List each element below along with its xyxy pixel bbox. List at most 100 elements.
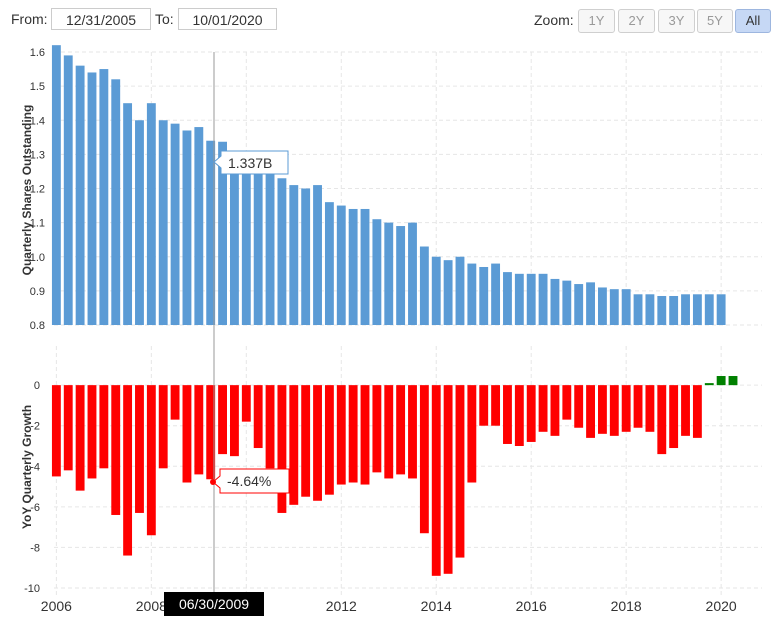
shares-bar[interactable]: [621, 289, 631, 325]
growth-bar[interactable]: [621, 385, 631, 432]
growth-bar[interactable]: [170, 385, 180, 420]
shares-bar[interactable]: [609, 289, 619, 325]
growth-bar[interactable]: [514, 385, 524, 446]
growth-bar[interactable]: [645, 385, 655, 432]
shares-bar[interactable]: [336, 205, 346, 325]
growth-bar[interactable]: [206, 385, 216, 480]
growth-bar[interactable]: [633, 385, 643, 428]
shares-bar[interactable]: [277, 178, 287, 325]
growth-bar[interactable]: [562, 385, 572, 420]
shares-bar[interactable]: [75, 65, 85, 326]
growth-bar[interactable]: [158, 385, 168, 469]
growth-bar[interactable]: [194, 385, 204, 475]
shares-bar[interactable]: [681, 294, 690, 325]
growth-bar[interactable]: [443, 385, 453, 574]
shares-bar[interactable]: [158, 120, 168, 325]
growth-bar[interactable]: [455, 385, 465, 558]
growth-bar[interactable]: [313, 385, 322, 501]
growth-bar[interactable]: [681, 385, 690, 436]
shares-bar[interactable]: [372, 219, 382, 325]
shares-bar[interactable]: [241, 154, 251, 325]
shares-bar[interactable]: [597, 287, 607, 325]
growth-bar[interactable]: [75, 385, 85, 491]
shares-bar[interactable]: [633, 294, 643, 325]
growth-bar[interactable]: [324, 385, 334, 495]
shares-bar[interactable]: [324, 202, 334, 325]
growth-bar[interactable]: [538, 385, 548, 432]
growth-bar[interactable]: [99, 385, 109, 469]
shares-bar[interactable]: [111, 79, 121, 325]
shares-bar[interactable]: [574, 284, 584, 325]
to-date-input[interactable]: 10/01/2020: [178, 8, 277, 30]
growth-bar[interactable]: [230, 385, 239, 457]
shares-bar[interactable]: [63, 55, 73, 325]
growth-bar[interactable]: [586, 385, 595, 438]
growth-bar[interactable]: [657, 385, 667, 455]
shares-bar[interactable]: [384, 222, 394, 325]
shares-bar[interactable]: [669, 295, 679, 325]
growth-bar[interactable]: [123, 385, 133, 556]
growth-bar[interactable]: [692, 385, 702, 438]
growth-bar[interactable]: [63, 385, 73, 471]
growth-bar[interactable]: [182, 385, 192, 483]
shares-bar[interactable]: [360, 208, 370, 325]
shares-bar[interactable]: [443, 260, 453, 325]
shares-bar[interactable]: [348, 208, 358, 325]
shares-bar[interactable]: [146, 103, 156, 325]
growth-bar[interactable]: [336, 385, 346, 485]
zoom-all-button[interactable]: All: [735, 9, 771, 33]
growth-bar[interactable]: [396, 385, 406, 475]
shares-bar[interactable]: [503, 272, 512, 325]
zoom-2y-button[interactable]: 2Y: [618, 9, 655, 33]
growth-bar[interactable]: [609, 385, 619, 436]
growth-bar[interactable]: [491, 385, 501, 426]
shares-bar[interactable]: [99, 69, 109, 325]
growth-bar[interactable]: [51, 385, 61, 477]
growth-bar[interactable]: [704, 383, 714, 386]
shares-bar[interactable]: [123, 103, 133, 325]
shares-bar[interactable]: [562, 280, 572, 325]
growth-bar[interactable]: [135, 385, 144, 513]
growth-bar[interactable]: [111, 385, 121, 515]
growth-bar[interactable]: [301, 385, 311, 497]
shares-bar[interactable]: [87, 72, 97, 325]
shares-bar[interactable]: [467, 263, 477, 325]
shares-bar[interactable]: [230, 154, 239, 325]
growth-bar[interactable]: [479, 385, 489, 426]
shares-bar[interactable]: [182, 130, 192, 325]
shares-bar[interactable]: [514, 273, 524, 325]
growth-bar[interactable]: [360, 385, 370, 485]
shares-bar[interactable]: [479, 266, 489, 325]
growth-bar[interactable]: [574, 385, 584, 428]
growth-bar[interactable]: [289, 385, 299, 505]
shares-bar[interactable]: [550, 278, 560, 325]
shares-bar[interactable]: [419, 246, 429, 325]
shares-bar[interactable]: [301, 188, 311, 326]
shares-bar[interactable]: [657, 295, 667, 325]
growth-bar[interactable]: [728, 376, 738, 386]
shares-bar[interactable]: [313, 185, 322, 325]
shares-bar[interactable]: [586, 282, 595, 325]
growth-bar[interactable]: [372, 385, 382, 473]
shares-bar[interactable]: [491, 263, 501, 325]
growth-bar[interactable]: [87, 385, 97, 479]
shares-bar[interactable]: [265, 157, 275, 325]
shares-bar[interactable]: [253, 168, 263, 325]
growth-bar[interactable]: [241, 385, 251, 422]
zoom-3y-button[interactable]: 3Y: [658, 9, 695, 33]
shares-bar[interactable]: [289, 185, 299, 325]
shares-bar[interactable]: [645, 294, 655, 325]
growth-bar[interactable]: [146, 385, 156, 536]
zoom-5y-button[interactable]: 5Y: [697, 9, 733, 33]
growth-bar[interactable]: [277, 385, 287, 513]
growth-bar[interactable]: [526, 385, 536, 442]
shares-bar[interactable]: [716, 294, 726, 325]
growth-bar[interactable]: [408, 385, 417, 479]
shares-bar[interactable]: [170, 123, 180, 325]
growth-bar[interactable]: [597, 385, 607, 434]
shares-bar[interactable]: [194, 127, 204, 325]
growth-bar[interactable]: [348, 385, 358, 483]
shares-bar[interactable]: [526, 273, 536, 325]
growth-bar[interactable]: [218, 385, 227, 455]
growth-bar[interactable]: [669, 385, 679, 449]
